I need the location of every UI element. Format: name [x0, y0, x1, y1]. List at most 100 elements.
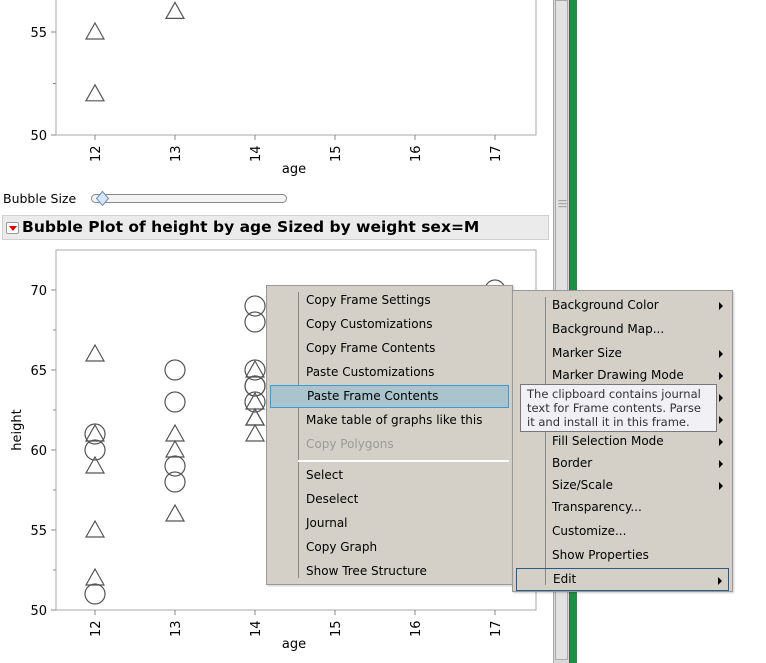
y-tick-label: 65	[30, 364, 47, 379]
x-tick-label: 17	[489, 620, 504, 637]
data-point-triangle	[84, 423, 106, 442]
menu-item-label: Copy Graph	[306, 540, 378, 554]
submenu: Background Color Background Map... Marker …	[512, 290, 733, 592]
submenu-arrow-icon	[719, 302, 723, 310]
grip-icon: — — —	[558, 196, 567, 212]
menu-item-label: Border	[552, 456, 593, 470]
submenu-item[interactable]: Border	[516, 452, 729, 475]
menu-item-label: Deselect	[306, 492, 359, 506]
submenu-item[interactable]: Edit	[516, 568, 729, 591]
context-menu: Copy Frame Settings Copy Customizations Co…	[266, 285, 513, 585]
menu-item-label: Transparency...	[552, 500, 642, 514]
y-tick-label: 50	[30, 129, 47, 144]
x-tick-label: 17	[489, 145, 504, 162]
x-axis-label: age	[282, 162, 306, 177]
submenu-item[interactable]: Background Map...	[516, 318, 729, 341]
menu-item[interactable]: Paste Customizations	[270, 361, 509, 384]
y-tick-label: 70	[30, 284, 47, 299]
menu-item[interactable]: Copy Frame Contents	[270, 337, 509, 360]
outline-title: Bubble Plot of height by age Sized by we…	[22, 218, 480, 236]
menu-item-label: Customize...	[552, 524, 627, 538]
x-tick-label: 14	[249, 145, 264, 162]
y-tick-label: 55	[30, 26, 47, 41]
menu-item-label: Copy Frame Contents	[306, 341, 436, 355]
x-tick-label: 12	[89, 620, 104, 637]
menu-item-label: Copy Customizations	[306, 317, 433, 331]
x-tick-label: 14	[249, 620, 264, 637]
menu-item-label: Journal	[306, 516, 348, 530]
submenu-item[interactable]: Background Color	[516, 294, 729, 317]
y-axis-label: height	[10, 409, 25, 450]
submenu-item[interactable]: Marker Drawing Mode	[516, 364, 729, 387]
menu-item-label: Fill Selection Mode	[552, 434, 664, 448]
data-point-triangle	[84, 343, 106, 362]
submenu-arrow-icon	[719, 372, 723, 380]
x-tick-label: 13	[169, 620, 184, 637]
submenu-arrow-icon	[719, 438, 723, 446]
menu-item[interactable]: Copy Graph	[270, 536, 509, 559]
submenu-arrow-icon	[718, 577, 722, 585]
menu-item-label: Show Properties	[552, 548, 649, 562]
menu-item[interactable]: Copy Frame Settings	[270, 289, 509, 312]
tooltip: The clipboard contains journal text for …	[520, 384, 717, 432]
menu-item-label: Make table of graphs like this	[306, 413, 483, 427]
x-tick-label: 15	[329, 620, 344, 637]
data-point-triangle	[84, 455, 106, 474]
submenu-item[interactable]: Transparency...	[516, 496, 729, 519]
data-point-circle	[244, 295, 266, 317]
menu-item-label: Copy Polygons	[306, 437, 394, 451]
submenu-item[interactable]: Customize...	[516, 520, 729, 543]
submenu-item[interactable]: Size/Scale	[516, 474, 729, 497]
x-tick-label: 16	[409, 145, 424, 162]
menu-item-label: Edit	[553, 572, 577, 586]
menu-item-label: Paste Customizations	[306, 365, 435, 379]
menu-item[interactable]: Deselect	[270, 488, 509, 511]
x-tick-label: 13	[169, 145, 184, 162]
data-point-triangle	[84, 567, 106, 586]
y-tick-label: 50	[30, 604, 47, 619]
menu-item-label: Show Tree Structure	[306, 564, 427, 578]
data-point-circle	[84, 583, 106, 605]
data-point-circle	[244, 375, 266, 397]
data-point-triangle	[164, 503, 186, 522]
submenu-arrow-icon	[719, 416, 723, 424]
menu-item[interactable]: Journal	[270, 512, 509, 535]
menu-item[interactable]: Select	[270, 464, 509, 487]
menu-item-label: Select	[306, 468, 344, 482]
x-tick-label: 16	[409, 620, 424, 637]
menu-item: Copy Polygons	[270, 433, 509, 456]
data-point-triangle	[244, 423, 266, 442]
top-plot[interactable]: 50 55 12 13 14 15 16 17 age	[0, 0, 553, 190]
x-tick-label: 12	[89, 145, 104, 162]
y-tick-label: 55	[30, 524, 47, 539]
outline-header[interactable]: Bubble Plot of height by age Sized by we…	[2, 215, 549, 240]
data-point-triangle	[164, 439, 186, 458]
menu-item-label: Marker Drawing Mode	[552, 368, 684, 382]
data-point-circle	[164, 359, 186, 381]
slider-thumb[interactable]	[96, 191, 109, 206]
bubble-size-label: Bubble Size	[3, 191, 77, 206]
menu-separator	[298, 460, 509, 462]
submenu-arrow-icon	[719, 394, 723, 402]
y-tick-label: 60	[30, 444, 47, 459]
menu-item-label: Background Color	[552, 298, 659, 312]
disclosure-triangle-icon[interactable]	[6, 222, 19, 234]
data-point-triangle	[84, 519, 106, 538]
submenu-item[interactable]	[516, 386, 729, 409]
data-point-triangle	[164, 1, 186, 19]
menu-item-label: Marker Size	[552, 346, 622, 360]
submenu-item[interactable]	[516, 408, 729, 431]
submenu-arrow-icon	[719, 482, 723, 490]
submenu-item[interactable]: Fill Selection Mode	[516, 430, 729, 453]
submenu-item[interactable]: Marker Size	[516, 342, 729, 365]
menu-item[interactable]: Copy Customizations	[270, 313, 509, 336]
data-point-triangle	[244, 359, 266, 378]
data-point-circle	[84, 439, 106, 461]
submenu-item[interactable]: Show Properties	[516, 544, 729, 567]
menu-item[interactable]: Paste Frame Contents	[270, 385, 509, 408]
submenu-arrow-icon	[719, 460, 723, 468]
bubble-size-slider[interactable]	[91, 194, 287, 203]
menu-item[interactable]: Make table of graphs like this	[270, 409, 509, 432]
data-point-triangle	[84, 83, 106, 102]
menu-item[interactable]: Show Tree Structure	[270, 560, 509, 583]
